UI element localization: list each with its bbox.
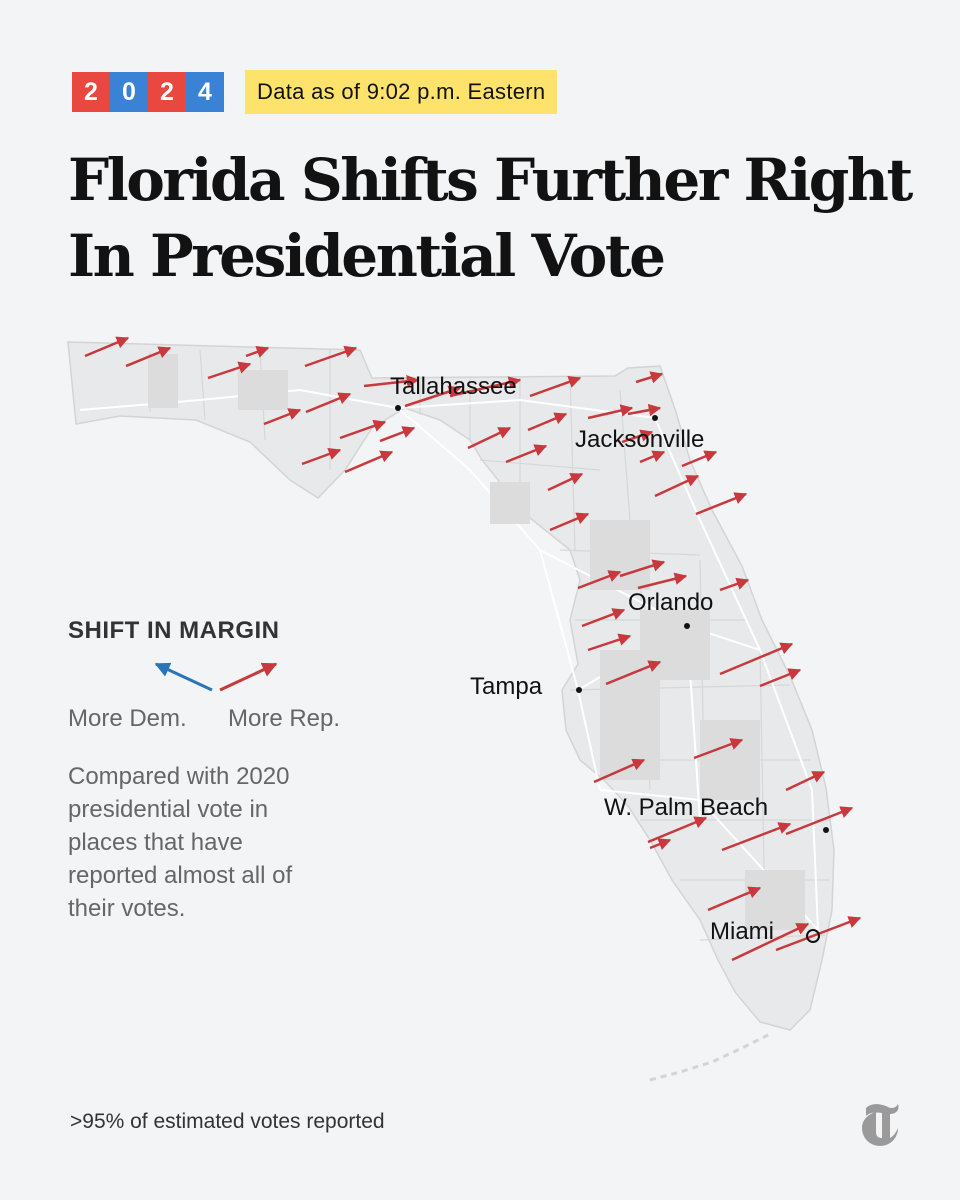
headline-line-2: In Presidential Vote	[68, 222, 666, 290]
nyt-t-logo-icon	[862, 1104, 899, 1146]
shift-arrow-rep	[719, 577, 750, 592]
shift-arrow-rep	[707, 886, 762, 912]
city-miami: Miami	[710, 918, 820, 945]
shift-arrow-rep	[505, 444, 548, 464]
shift-arrow-rep	[344, 450, 394, 474]
shift-arrow-rep	[627, 403, 662, 417]
shift-arrow-rep	[759, 668, 802, 688]
city-jacksonville: Jacksonville	[575, 415, 704, 453]
shift-arrow-rep	[547, 472, 584, 492]
city-label: Jacksonville	[575, 426, 704, 453]
florida-keys	[649, 1032, 771, 1082]
year-digit: 2	[72, 72, 110, 112]
city-orlando: Orlando	[628, 589, 713, 629]
shift-arrow-rep	[305, 392, 352, 414]
shift-arrow-rep	[619, 559, 666, 578]
shift-arrow-rep	[605, 660, 662, 686]
shift-arrow-rep	[363, 375, 420, 388]
shift-arrow-rep	[449, 376, 522, 398]
legend-dem-arrow	[154, 662, 213, 692]
shift-arrow-rep	[621, 429, 654, 444]
legend-arrows	[154, 662, 278, 692]
shift-arrow-rep	[587, 404, 634, 420]
shift-arrow-rep	[785, 770, 826, 792]
shift-arrow-rep	[339, 419, 387, 440]
shift-arrow-rep	[84, 336, 130, 358]
shift-arrow-rep	[207, 361, 252, 380]
city-marker-ring	[806, 929, 820, 943]
shift-arrow-rep	[379, 426, 416, 443]
shift-arrow-rep	[719, 642, 794, 676]
city-label: Orlando	[628, 589, 713, 616]
shift-arrow-rep	[731, 922, 810, 962]
shift-arrow-rep	[527, 412, 568, 432]
shift-arrows	[84, 336, 862, 962]
city-label: Tampa	[470, 673, 543, 700]
shift-arrow-rep	[681, 450, 718, 468]
shift-arrow-rep	[581, 608, 626, 628]
shift-arrow-rep	[693, 738, 744, 760]
shift-arrow-rep	[695, 492, 748, 516]
shift-arrow-rep	[721, 822, 792, 852]
city-marker-dot	[395, 405, 401, 411]
shift-arrow-rep	[304, 345, 358, 368]
city-tallahassee: Tallahassee	[390, 373, 517, 411]
year-digit: 2	[148, 72, 186, 112]
legend-title: SHIFT IN MARGIN	[68, 617, 280, 644]
shift-arrow-rep	[637, 572, 688, 590]
city-label: Miami	[710, 918, 774, 945]
florida-map: Tallahassee Jacksonville Orlando Tampa W…	[67, 336, 862, 1082]
headline-line-1: Florida Shifts Further Right	[68, 146, 913, 214]
shift-arrow-rep	[301, 448, 342, 466]
urban-areas	[148, 354, 805, 930]
legend-note: Compared with 2020 presidential vote in …	[68, 763, 293, 922]
shift-arrow-rep	[649, 838, 672, 850]
shift-arrow-rep	[654, 474, 700, 498]
shift-arrow-rep	[529, 375, 582, 398]
shift-arrow-rep	[549, 512, 590, 532]
city-marker-dot	[684, 623, 690, 629]
shift-arrow-rep	[577, 570, 622, 590]
shift-arrow-rep	[587, 633, 632, 652]
reporting-status: >95% of estimated votes reported	[70, 1110, 385, 1133]
city-marker-dot	[652, 415, 658, 421]
year-digit: 0	[110, 72, 148, 112]
shift-arrow-rep	[245, 345, 270, 358]
shift-arrow-rep	[125, 346, 172, 368]
shift-arrow-rep	[635, 371, 664, 384]
shift-arrow-rep	[647, 816, 708, 844]
city-tampa: Tampa	[470, 673, 582, 700]
legend-rep-label: More Rep.	[228, 705, 341, 732]
shift-arrow-rep	[404, 385, 462, 408]
legend-dem-label: More Dem.	[68, 705, 187, 732]
shift-arrow-rep	[263, 408, 302, 426]
city-marker-dot	[823, 827, 829, 833]
shift-arrow-rep	[593, 758, 646, 784]
city-marker-dot	[576, 687, 582, 693]
year-badge: 2 0 2 4	[72, 72, 224, 112]
timestamp-badge: Data as of 9:02 p.m. Eastern	[245, 70, 558, 114]
headline: Florida Shifts Further Right In Presiden…	[68, 142, 913, 294]
year-digit: 4	[186, 72, 224, 112]
shift-arrow-rep	[785, 806, 854, 836]
city-label: W. Palm Beach	[604, 794, 768, 821]
shift-arrow-rep	[639, 450, 666, 464]
shift-arrow-rep	[467, 426, 512, 450]
city-west-palm-beach: W. Palm Beach	[604, 794, 829, 833]
legend-rep-arrow	[219, 662, 278, 692]
city-label: Tallahassee	[390, 373, 517, 400]
